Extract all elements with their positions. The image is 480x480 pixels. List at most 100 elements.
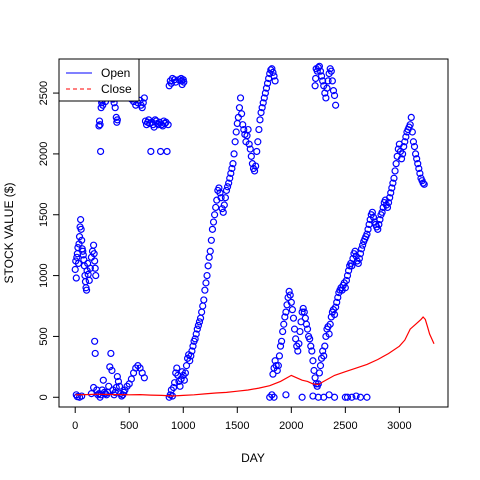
open-point — [90, 250, 98, 258]
open-point — [231, 138, 239, 146]
open-point — [225, 179, 233, 187]
open-point — [188, 347, 196, 355]
open-point — [138, 104, 146, 112]
open-point — [203, 271, 211, 280]
open-point — [299, 304, 307, 313]
open-point — [244, 125, 252, 134]
y-tick-label: 0 — [38, 394, 50, 400]
open-point — [392, 160, 400, 168]
open-point — [96, 121, 104, 129]
open-point — [212, 203, 220, 212]
open-point — [302, 320, 311, 328]
open-point — [276, 342, 285, 350]
open-point — [289, 314, 298, 322]
open-point — [352, 392, 360, 400]
open-point — [121, 386, 129, 394]
open-point — [356, 250, 365, 258]
open-point — [200, 296, 208, 304]
open-point — [218, 205, 226, 213]
open-point — [271, 357, 279, 365]
open-point — [296, 327, 304, 336]
open-point — [256, 116, 264, 124]
open-point — [180, 376, 188, 384]
y-tick-label: 1500 — [38, 203, 50, 227]
open-point — [236, 94, 245, 102]
open-point — [229, 160, 237, 168]
open-point — [91, 257, 99, 265]
open-point — [312, 74, 320, 83]
x-tick-label: 1000 — [171, 420, 195, 432]
open-point — [326, 320, 334, 328]
open-point — [383, 203, 392, 212]
plot-area-border — [58, 58, 449, 408]
open-point — [281, 313, 289, 321]
open-point — [411, 150, 420, 158]
open-point — [420, 180, 428, 188]
open-point — [113, 372, 121, 381]
open-point — [163, 147, 171, 156]
open-point — [191, 335, 199, 343]
x-tick-label: 500 — [120, 420, 138, 432]
open-point — [273, 366, 281, 375]
y-tick-label: 2000 — [38, 142, 50, 166]
open-point — [232, 128, 240, 136]
open-point — [292, 335, 300, 343]
open-point — [194, 321, 202, 330]
open-point — [262, 84, 271, 92]
open-point — [254, 138, 262, 146]
open-point — [111, 104, 119, 112]
open-point — [239, 121, 247, 129]
open-point — [287, 298, 295, 306]
open-point — [182, 362, 191, 370]
open-point — [333, 298, 341, 306]
open-point — [95, 122, 103, 130]
open-point — [164, 121, 172, 129]
close-line — [75, 316, 435, 397]
open-point — [178, 368, 186, 376]
open-point — [376, 216, 384, 224]
open-point — [317, 72, 326, 80]
open-point — [235, 104, 244, 112]
open-point — [332, 101, 340, 109]
open-point — [328, 77, 336, 85]
open-point — [147, 147, 155, 156]
x-axis-title: DAY — [241, 451, 265, 465]
open-point — [113, 116, 121, 124]
open-point — [78, 236, 86, 244]
open-point — [79, 251, 87, 259]
open-point — [389, 179, 397, 187]
open-point — [279, 327, 287, 336]
open-point — [140, 374, 148, 382]
open-point — [74, 259, 83, 268]
legend: Open Close — [58, 58, 140, 102]
x-tick-label: 1500 — [225, 420, 249, 432]
open-point — [332, 303, 340, 311]
open-point — [271, 77, 279, 85]
open-point — [216, 189, 224, 197]
open-point — [314, 63, 322, 72]
open-point — [330, 310, 339, 319]
open-point — [255, 125, 263, 134]
open-point — [288, 306, 296, 314]
open-point — [189, 342, 197, 350]
open-point — [406, 121, 414, 129]
open-point — [176, 382, 184, 390]
open-point — [282, 308, 290, 316]
open-point — [260, 94, 268, 102]
open-point — [257, 108, 265, 117]
open-point — [311, 82, 319, 90]
open-point — [309, 357, 317, 365]
open-point — [399, 150, 407, 158]
open-point — [295, 340, 303, 348]
open-point — [270, 72, 278, 80]
open-point — [320, 352, 328, 360]
open-point — [127, 375, 135, 383]
open-point — [106, 363, 114, 371]
x-tick-label: 3000 — [387, 420, 411, 432]
open-point — [416, 169, 424, 177]
open-point — [369, 213, 378, 221]
open-point — [401, 138, 409, 146]
open-point — [222, 186, 231, 195]
open-point — [307, 342, 315, 350]
open-point — [97, 147, 105, 156]
